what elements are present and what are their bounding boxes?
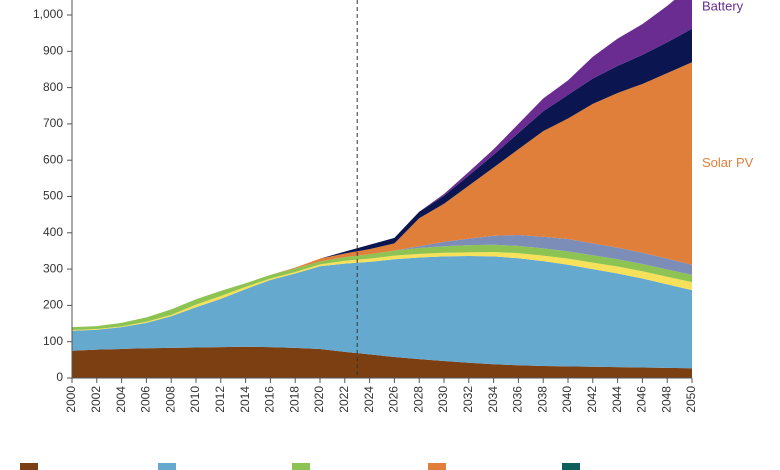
x-tick-label: 2000 [64,386,78,413]
x-tick-label: 2008 [163,386,177,413]
x-tick-label: 2010 [188,386,202,413]
x-tick-label: 2004 [114,386,128,413]
y-tick-label: 0 [56,370,63,384]
area [72,0,692,328]
x-tick-label: 2014 [238,386,252,413]
y-tick-label: 900 [43,43,63,57]
y-tick-label: 200 [43,298,63,312]
x-tick-label: 2040 [560,386,574,413]
x-tick-label: 2006 [139,386,153,413]
y-tick-label: 100 [43,334,63,348]
x-tick-label: 2022 [337,386,351,413]
area [72,244,692,331]
x-tick-label: 2044 [610,386,624,413]
x-tick-label: 2042 [585,386,599,413]
x-tick-label: 2050 [684,386,698,413]
y-tick-label: 300 [43,261,63,275]
legend-swatch [20,463,38,470]
x-tick-label: 2034 [486,386,500,413]
y-tick-label: 500 [43,189,63,203]
x-tick-label: 2018 [287,386,301,413]
x-tick-label: 2024 [362,386,376,413]
x-tick-label: 2016 [263,386,277,413]
x-tick-label: 2046 [635,386,649,413]
x-tick-label: 2026 [387,386,401,413]
area [72,62,692,328]
series-label: Solar PV [702,155,754,170]
area [72,256,692,369]
x-tick-label: 2012 [213,386,227,413]
y-tick-label: 800 [43,80,63,94]
x-tick-label: 2032 [461,386,475,413]
legend-swatch [562,463,580,470]
x-tick-label: 2038 [535,386,549,413]
x-tick-label: 2002 [89,386,103,413]
legend-swatch [428,463,446,470]
y-tick-label: 1,000 [33,7,63,21]
y-tick-label: 400 [43,225,63,239]
x-tick-label: 2020 [312,386,326,413]
legend-swatch [158,463,176,470]
series-label: Battery [702,0,744,13]
x-tick-label: 2048 [659,386,673,413]
y-tick-label: 600 [43,152,63,166]
area [72,346,692,378]
x-tick-label: 2030 [436,386,450,413]
x-tick-label: 2028 [411,386,425,413]
legend-swatch [292,463,310,470]
y-tick-label: 700 [43,116,63,130]
x-tick-label: 2036 [511,386,525,413]
